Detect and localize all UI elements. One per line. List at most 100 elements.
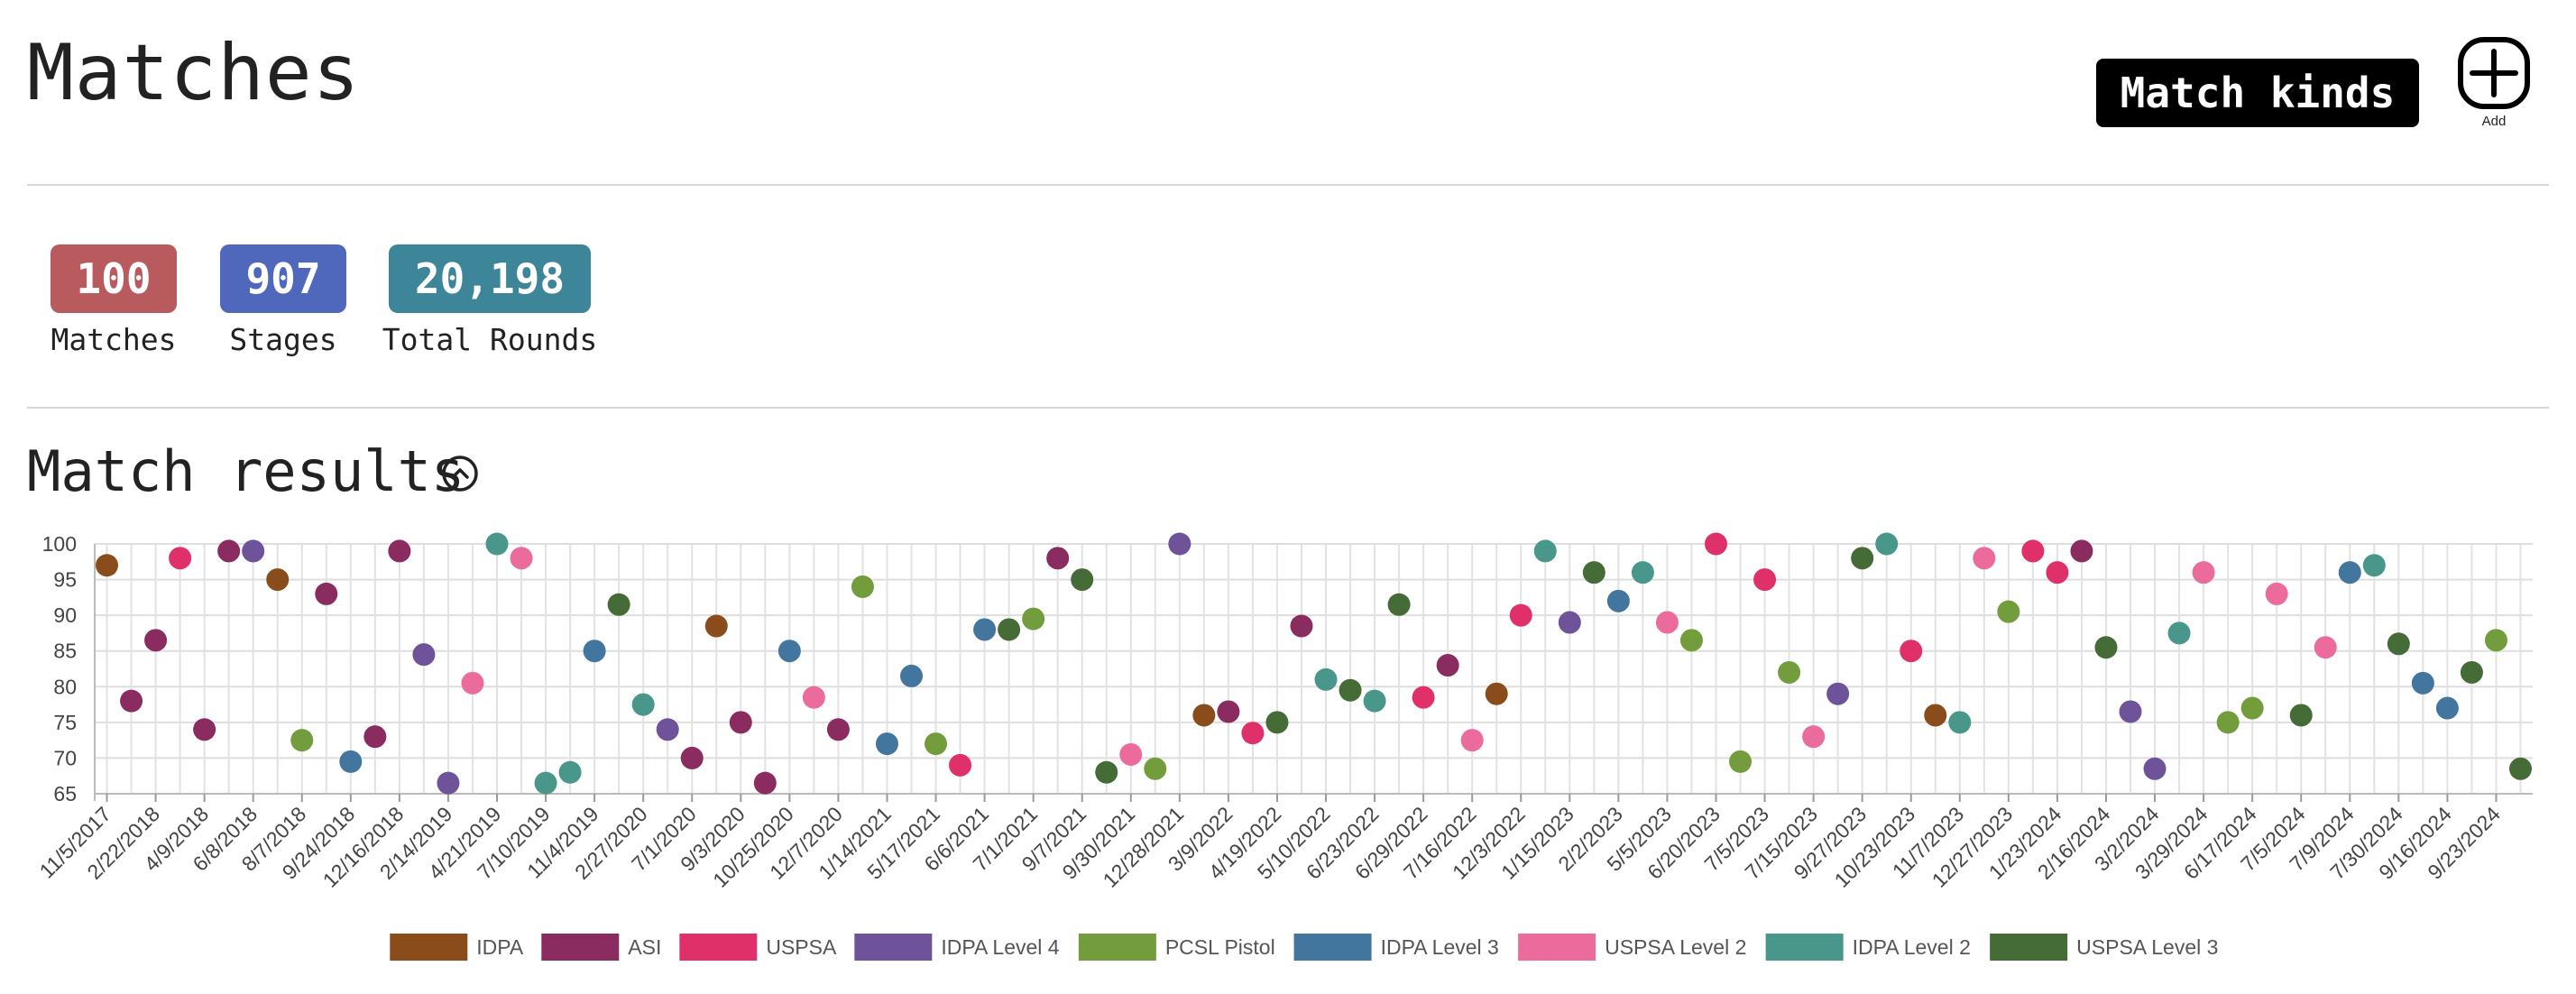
stat-badge: 907 <box>220 244 346 313</box>
data-point <box>607 593 630 616</box>
data-point <box>729 711 752 734</box>
data-point <box>2240 696 2264 720</box>
data-point <box>875 732 898 756</box>
legend-label: IDPA Level 3 <box>1381 935 1499 959</box>
data-point <box>339 750 363 773</box>
add-match-button[interactable]: Add <box>2452 36 2536 129</box>
stat-badge: 20,198 <box>389 244 591 313</box>
legend-label: USPSA Level 3 <box>2076 935 2218 959</box>
data-point <box>973 618 997 641</box>
data-point <box>2070 539 2093 563</box>
data-point <box>1363 689 1386 713</box>
legend-swatch <box>1518 934 1596 961</box>
data-point <box>412 643 436 667</box>
data-point <box>826 718 850 741</box>
data-point <box>1558 611 1581 634</box>
y-tick-label: 80 <box>53 675 77 698</box>
data-point <box>1168 532 1191 556</box>
legend-swatch <box>1765 934 1844 961</box>
data-point <box>583 640 606 663</box>
data-point <box>1217 700 1240 723</box>
data-point <box>2338 561 2361 584</box>
data-point <box>1095 760 1118 784</box>
legend-label: IDPA <box>476 935 524 959</box>
data-point <box>2094 636 2118 659</box>
data-point <box>1753 568 1777 592</box>
data-point <box>1387 593 1411 616</box>
data-point <box>2046 561 2069 584</box>
data-point <box>1851 547 1874 570</box>
legend-swatch <box>854 934 933 961</box>
data-point <box>1973 547 1996 570</box>
stat-label: Stages <box>229 322 337 357</box>
y-tick-label: 75 <box>53 711 77 734</box>
data-point <box>1826 682 1850 705</box>
section-title: Match results <box>27 438 465 504</box>
data-point <box>900 664 924 687</box>
data-point <box>704 614 728 638</box>
plus-circle-icon <box>2458 37 2530 109</box>
data-point <box>1533 539 1557 563</box>
data-point <box>1509 603 1532 627</box>
stat-label: Matches <box>51 322 177 357</box>
data-point <box>1192 704 1216 727</box>
data-point <box>777 640 801 663</box>
data-point <box>1241 722 1265 745</box>
data-point <box>998 618 1021 641</box>
data-point <box>1582 561 1605 584</box>
data-point <box>1436 654 1459 677</box>
legend-label: USPSA Level 2 <box>1605 935 1746 959</box>
data-point <box>2167 621 2191 645</box>
data-point <box>1631 561 1654 584</box>
data-point <box>925 732 948 756</box>
data-point <box>2021 539 2045 563</box>
data-point <box>485 532 509 556</box>
data-point <box>2460 660 2483 684</box>
legend-label: PCSL Pistol <box>1165 935 1275 959</box>
data-point <box>1802 725 1826 749</box>
data-point <box>437 771 460 795</box>
y-tick-label: 95 <box>53 568 77 592</box>
legend-label: IDPA Level 2 <box>1853 935 1971 959</box>
data-point <box>1948 711 1972 734</box>
data-point <box>169 547 192 570</box>
data-point <box>1412 686 1435 709</box>
data-point <box>2216 711 2240 734</box>
data-point <box>2289 704 2313 727</box>
data-point <box>1265 711 1289 734</box>
data-point <box>656 718 679 741</box>
header-divider <box>27 184 2549 186</box>
data-point <box>1900 640 1923 663</box>
match-kinds-button[interactable]: Match kinds <box>2096 59 2419 127</box>
stat-label: Total Rounds <box>382 322 598 357</box>
stat-stages: 907 Stages <box>220 244 346 357</box>
data-point <box>1778 660 1801 684</box>
data-point <box>1119 742 1143 766</box>
stat-badge: 100 <box>51 244 177 313</box>
legend-label: IDPA Level 4 <box>941 935 1059 959</box>
data-point <box>1046 547 1070 570</box>
data-point <box>2435 696 2459 720</box>
data-point <box>2119 700 2142 723</box>
data-point <box>2192 561 2215 584</box>
data-point <box>510 547 533 570</box>
data-point <box>2143 757 2167 780</box>
data-point <box>315 582 338 605</box>
legend-swatch <box>1078 934 1156 961</box>
data-point <box>1022 607 1045 630</box>
data-point <box>1875 532 1899 556</box>
y-tick-label: 70 <box>53 746 77 769</box>
chevron-up-circle-icon[interactable] <box>441 455 479 492</box>
data-point <box>753 771 777 795</box>
data-point <box>1071 568 1094 592</box>
data-point <box>266 568 290 592</box>
data-point <box>1729 750 1753 773</box>
stats-divider <box>27 407 2549 409</box>
stat-matches: 100 Matches <box>51 244 177 357</box>
data-point <box>631 693 655 716</box>
legend-swatch <box>679 934 758 961</box>
data-point <box>193 718 216 741</box>
data-point <box>242 539 265 563</box>
data-point <box>2265 582 2288 605</box>
